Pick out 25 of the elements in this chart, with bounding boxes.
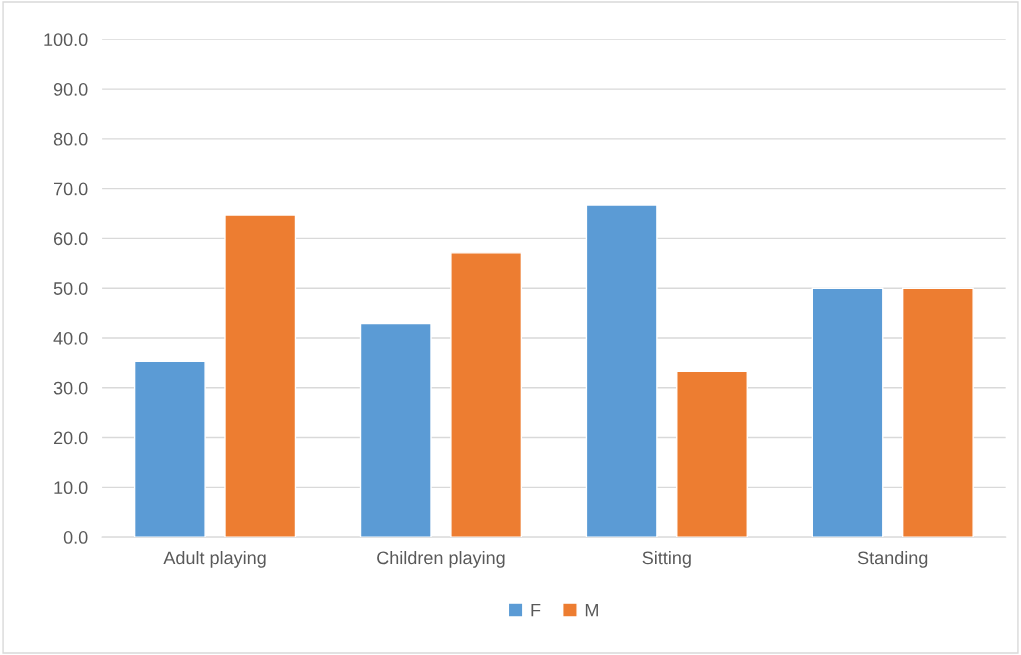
y-tick-label: 50.0 bbox=[53, 282, 88, 295]
y-tick-label: 70.0 bbox=[54, 182, 88, 196]
bar bbox=[811, 287, 884, 538]
y-tick-label: 60.0 bbox=[53, 232, 88, 246]
y-tick-label: 40.0 bbox=[53, 331, 88, 345]
bar bbox=[450, 252, 523, 538]
y-tick-label: 100.0 bbox=[44, 33, 88, 47]
y-tick-label: 20.0 bbox=[53, 431, 88, 445]
y-tick-label: 30.0 bbox=[53, 381, 88, 395]
legend-label: M bbox=[585, 603, 598, 617]
y-tick-label: 10.0 bbox=[54, 481, 88, 495]
bar bbox=[133, 360, 206, 538]
bar bbox=[359, 322, 432, 538]
legend-label: F bbox=[531, 603, 541, 617]
y-tick-label: 80.0 bbox=[53, 132, 88, 146]
bar bbox=[585, 204, 658, 538]
y-tick-label: 0.0 bbox=[63, 531, 88, 544]
x-tick-label: Children playing bbox=[377, 550, 505, 568]
y-tick-label: 90.0 bbox=[53, 83, 88, 96]
bar bbox=[676, 370, 748, 538]
x-tick-label: Sitting bbox=[642, 550, 691, 568]
x-tick-label: Adult playing bbox=[163, 550, 266, 568]
bar bbox=[224, 214, 297, 538]
bar bbox=[901, 287, 974, 538]
x-tick-label: Standing bbox=[857, 550, 928, 568]
